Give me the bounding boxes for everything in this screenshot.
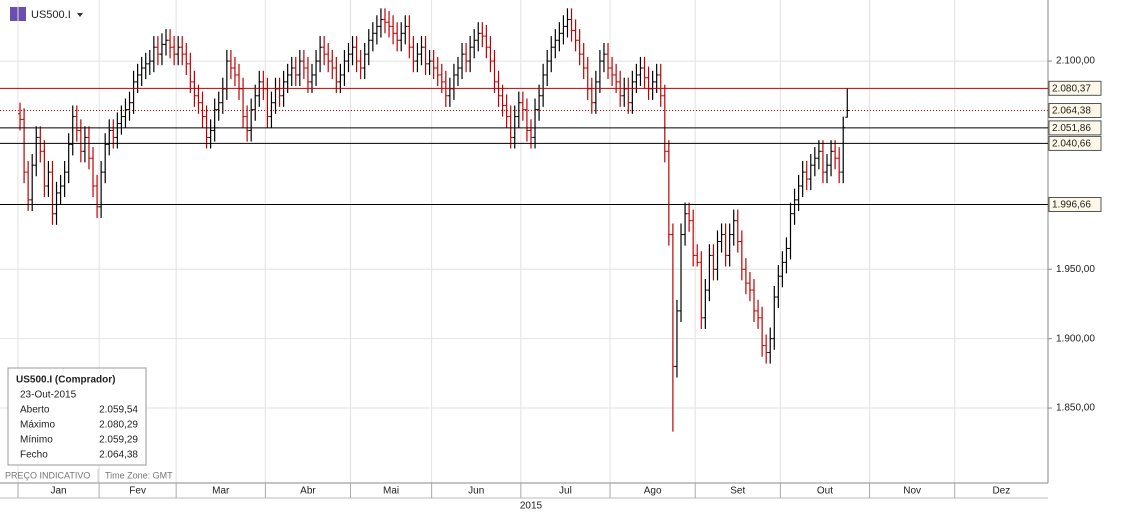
info-date: 23-Out-2015 bbox=[20, 390, 77, 401]
info-label: Mínimo bbox=[20, 435, 53, 446]
footer-note: PREÇO INDICATIVO bbox=[5, 470, 90, 480]
level-label: 2.080,37 bbox=[1052, 83, 1091, 94]
x-tick-label: Jan bbox=[50, 486, 66, 497]
level-label-box bbox=[1048, 135, 1102, 151]
x-tick-label: Nov bbox=[903, 486, 921, 497]
symbol[interactable]: US500.I bbox=[31, 9, 71, 21]
level-label-box bbox=[1048, 103, 1102, 119]
x-tick-label: Mar bbox=[212, 486, 230, 497]
info-value: 2.059,54 bbox=[99, 405, 138, 416]
y-tick-label: 2.100,00 bbox=[1056, 56, 1095, 67]
x-tick-label: Set bbox=[730, 486, 745, 497]
info-value: 2.080,29 bbox=[99, 420, 138, 431]
x-tick-label: Abr bbox=[300, 486, 316, 497]
x-tick-label: Mai bbox=[383, 486, 399, 497]
level-label-box bbox=[1048, 120, 1102, 136]
y-tick-label: 1.850,00 bbox=[1056, 403, 1095, 414]
info-value: 2.059,29 bbox=[99, 435, 138, 446]
x-tick-label: Jul bbox=[559, 486, 572, 497]
x-tick-label: Out bbox=[817, 486, 833, 497]
level-label: 1.996,66 bbox=[1052, 200, 1091, 211]
y-tick-label: 1.950,00 bbox=[1056, 264, 1095, 275]
dropdown-arrow[interactable] bbox=[77, 13, 83, 17]
info-label: Fecho bbox=[20, 450, 48, 461]
info-box-frame bbox=[7, 367, 147, 466]
x-tick-label: Fev bbox=[129, 486, 146, 497]
info-label: Máximo bbox=[20, 420, 55, 431]
y-tick-label: 1.900,00 bbox=[1056, 333, 1095, 344]
x-tick-label: Ago bbox=[644, 486, 662, 497]
info-label: Aberto bbox=[20, 405, 50, 416]
x-tick-label: Jun bbox=[468, 486, 484, 497]
x-tick-label: Dez bbox=[992, 486, 1010, 497]
level-label: 2.064,38 bbox=[1052, 106, 1091, 117]
level-label: 2.051,86 bbox=[1052, 123, 1091, 134]
year-label: 2015 bbox=[520, 501, 543, 512]
level-label: 2.040,66 bbox=[1052, 139, 1091, 150]
info-box: US500.I (Comprador) 23-Out-2015 Aberto 2.… bbox=[7, 367, 147, 466]
info-value: 2.064,38 bbox=[99, 450, 138, 461]
footer-timezone: Time Zone: GMT bbox=[105, 470, 173, 480]
info-title: US500.I (Comprador) bbox=[16, 375, 115, 386]
level-label-box bbox=[1048, 80, 1102, 96]
level-label-box bbox=[1048, 196, 1102, 212]
